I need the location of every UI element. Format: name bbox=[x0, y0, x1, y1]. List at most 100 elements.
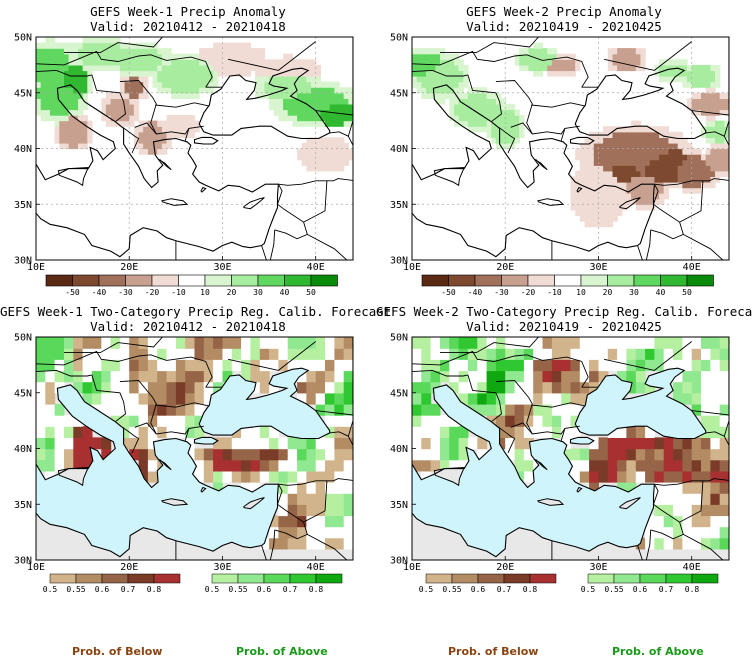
grid-cell bbox=[715, 137, 721, 144]
country-border bbox=[36, 50, 213, 88]
grid-cell bbox=[635, 348, 646, 360]
grid-cell bbox=[449, 64, 455, 72]
grid-cell bbox=[194, 92, 200, 99]
grid-cell bbox=[250, 459, 261, 472]
panel-week1-anomaly: GEFS Week-1 Precip Anomaly Valid: 202104… bbox=[0, 0, 376, 300]
grid-cell bbox=[64, 337, 74, 349]
grid-cell bbox=[551, 426, 562, 438]
grid-cell bbox=[701, 165, 707, 172]
grid-cell bbox=[481, 98, 488, 105]
grid-cell bbox=[171, 76, 177, 83]
grid-cell bbox=[449, 437, 460, 450]
grid-cell bbox=[663, 470, 674, 483]
grid-cell bbox=[589, 137, 595, 144]
grid-cell bbox=[269, 359, 279, 372]
grid-cell bbox=[325, 120, 331, 127]
grid-cell bbox=[306, 482, 317, 494]
grid-cell bbox=[222, 48, 228, 55]
grid-cell bbox=[334, 81, 340, 88]
grid-cell bbox=[645, 470, 655, 483]
grid-cell bbox=[73, 48, 79, 55]
grid-cell bbox=[166, 70, 172, 77]
grid-cell bbox=[505, 392, 516, 405]
grid-cell bbox=[124, 81, 130, 88]
grid-cell bbox=[701, 76, 707, 83]
grid-cell bbox=[222, 348, 233, 360]
grid-cell bbox=[119, 415, 130, 427]
grid-cell bbox=[147, 42, 154, 49]
grid-cell bbox=[579, 459, 590, 472]
grid-cell bbox=[659, 187, 665, 194]
grid-cell bbox=[54, 115, 60, 122]
grid-cell bbox=[175, 359, 186, 372]
grid-cell bbox=[551, 370, 562, 383]
grid-cell bbox=[612, 142, 618, 150]
grid-cell bbox=[78, 76, 84, 83]
grid-cell bbox=[64, 115, 70, 122]
grid-cell bbox=[64, 426, 74, 438]
grid-cell bbox=[701, 170, 707, 177]
grid-cell bbox=[306, 381, 317, 394]
grid-cell bbox=[36, 48, 42, 55]
grid-cell bbox=[175, 403, 186, 416]
grid-cell bbox=[421, 53, 427, 60]
grid-cell bbox=[701, 504, 711, 517]
grid-cell bbox=[495, 337, 506, 349]
grid-cell bbox=[175, 348, 186, 360]
grid-cell bbox=[334, 403, 345, 416]
grid-cell bbox=[435, 70, 441, 77]
grid-cell bbox=[231, 459, 242, 472]
grid-cell bbox=[119, 370, 130, 383]
grid-cell bbox=[617, 142, 623, 150]
grid-cell bbox=[719, 459, 729, 472]
below-colorbar-tick-label: 0.7 bbox=[121, 585, 136, 594]
coastline bbox=[412, 84, 655, 258]
grid-cell bbox=[561, 392, 572, 405]
grid-cell bbox=[301, 76, 307, 83]
grid-cell bbox=[278, 359, 289, 372]
grid-cell bbox=[208, 87, 214, 94]
grid-cell bbox=[68, 48, 74, 55]
grid-cell bbox=[334, 103, 340, 111]
grid-cell bbox=[682, 370, 693, 383]
grid-cell bbox=[663, 348, 674, 360]
grid-cell bbox=[306, 537, 317, 550]
grid-cell bbox=[334, 359, 345, 372]
grid-cell bbox=[40, 81, 46, 88]
grid-cell bbox=[663, 537, 674, 550]
grid-cell bbox=[157, 64, 163, 72]
grid-cell bbox=[589, 215, 595, 222]
grid-cell bbox=[259, 64, 266, 72]
grid-cell bbox=[343, 459, 353, 472]
island-coast bbox=[619, 197, 641, 210]
country-border bbox=[495, 80, 580, 135]
grid-cell bbox=[691, 493, 702, 505]
country-border bbox=[440, 37, 540, 54]
grid-cell bbox=[673, 459, 683, 472]
grid-cell bbox=[607, 182, 614, 189]
grid-cell bbox=[194, 459, 205, 472]
grid-cell bbox=[315, 537, 326, 550]
grid-cell bbox=[348, 92, 353, 99]
grid-cell bbox=[45, 64, 51, 72]
grid-cell bbox=[603, 159, 609, 166]
grid-cell bbox=[710, 526, 721, 539]
lon-tick-label: 30E bbox=[213, 562, 231, 573]
grid-cell bbox=[269, 381, 279, 394]
grid-cell bbox=[626, 193, 632, 200]
grid-cell bbox=[115, 109, 121, 116]
grid-cell bbox=[64, 92, 70, 99]
grid-cell bbox=[334, 482, 345, 494]
grid-cell bbox=[645, 131, 651, 138]
grid-cell bbox=[185, 92, 191, 99]
grid-cell bbox=[152, 81, 158, 88]
grid-cell bbox=[68, 87, 74, 94]
grid-cell bbox=[621, 64, 628, 72]
grid-cell bbox=[710, 459, 721, 472]
grid-cell bbox=[719, 482, 729, 494]
grid-cell bbox=[691, 403, 702, 416]
grid-cell bbox=[533, 70, 539, 77]
grid-cell bbox=[306, 92, 312, 99]
grid-cell bbox=[278, 493, 289, 505]
grid-cell bbox=[213, 459, 223, 472]
